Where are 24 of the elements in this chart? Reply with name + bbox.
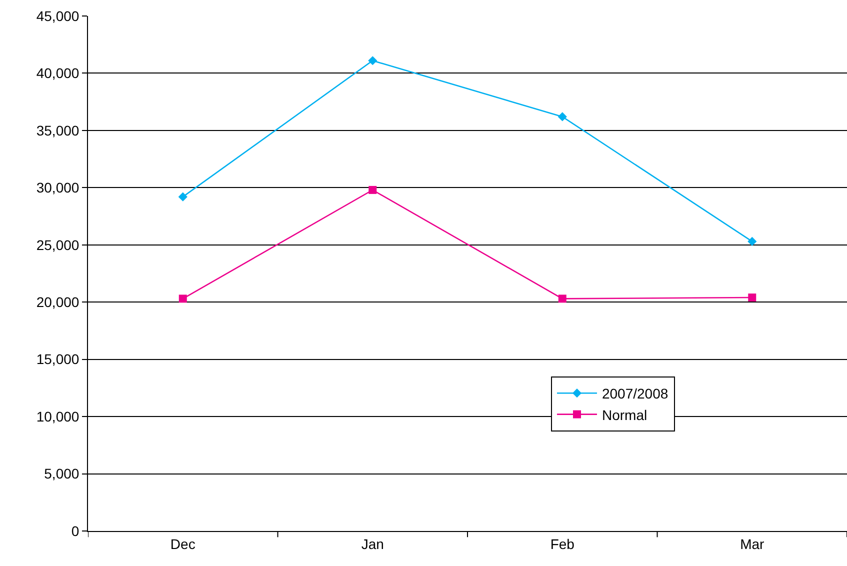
point xyxy=(368,56,378,66)
y-tick-label: 25,000 xyxy=(36,236,80,253)
y-tick-label: 15,000 xyxy=(36,351,80,368)
x-tick-label: Jan xyxy=(361,536,384,552)
x-tick-label: Dec xyxy=(170,536,196,552)
x-tick-label: Mar xyxy=(740,536,765,552)
y-tick-label: 10,000 xyxy=(36,408,80,424)
point xyxy=(368,186,377,194)
point xyxy=(558,112,567,122)
y-tick-label: 20,000 xyxy=(36,294,80,310)
y-tick-label: 45,000 xyxy=(36,8,80,24)
legend-label: 2007/2008 xyxy=(602,386,668,402)
legend-label: Normal xyxy=(602,406,648,423)
y-tick-label: 30,000 xyxy=(36,180,80,196)
y-tick-label: 0 xyxy=(71,522,80,539)
y-tick-label: 5,000 xyxy=(44,466,80,482)
y-tick-label: 35,000 xyxy=(36,122,80,138)
point xyxy=(748,294,756,302)
point xyxy=(178,294,187,303)
point xyxy=(178,192,188,202)
x-tick-label: Feb xyxy=(550,536,575,552)
y-tick-label: 40,000 xyxy=(36,65,80,82)
point xyxy=(558,294,566,303)
point xyxy=(748,236,757,246)
